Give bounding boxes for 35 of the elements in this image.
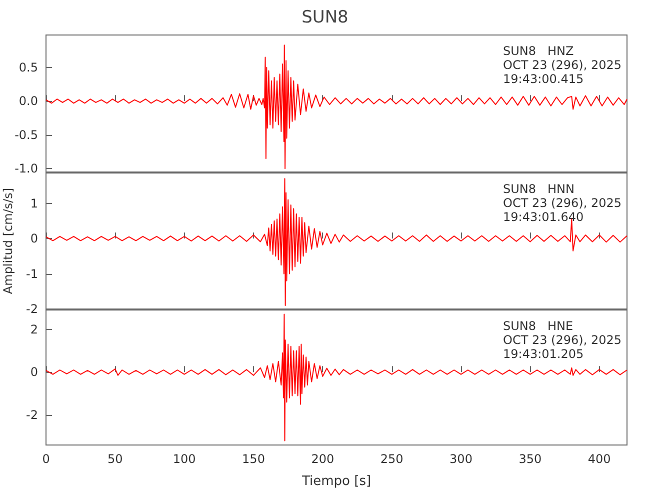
- annotation: 19:43:00.415: [503, 72, 584, 86]
- x-tick-label: 250: [380, 452, 404, 466]
- line-series: [46, 314, 628, 442]
- y-tick-label: 2: [30, 322, 38, 336]
- x-tick-label: 0: [42, 452, 50, 466]
- y-tick-label: 0: [30, 365, 38, 380]
- line-series: [46, 178, 628, 306]
- y-tick-label: -2: [26, 408, 38, 422]
- y-tick-label: -0.5: [14, 128, 38, 142]
- x-tick-label: 350: [518, 452, 542, 466]
- x-tick-label: 150: [242, 452, 265, 466]
- annotation: SUN8 HNN: [503, 182, 574, 196]
- annotation: SUN8 HNE: [503, 319, 574, 333]
- y-tick-label: -1.0: [14, 162, 38, 176]
- x-tick-label: 400: [588, 452, 611, 466]
- x-tick-label: 100: [172, 452, 196, 466]
- annotation: SUN8 HNZ: [503, 44, 574, 58]
- annotation: OCT 23 (296), 2025: [503, 333, 622, 347]
- annotation: OCT 23 (296), 2025: [503, 196, 622, 210]
- y-tick-label: -1: [26, 266, 38, 281]
- line-series: [46, 44, 628, 170]
- y-tick-label: 0.5: [18, 60, 38, 74]
- y-tick-label: 0.0: [18, 94, 38, 108]
- y-axis-title: Amplitud [cm/s/s]: [1, 188, 15, 294]
- annotation: 19:43:01.640: [503, 210, 584, 224]
- annotation: 19:43:01.205: [503, 347, 584, 361]
- chart-title: SUN8: [302, 8, 348, 28]
- y-tick-label: 0: [30, 232, 38, 246]
- annotation: OCT 23 (296), 2025: [503, 58, 622, 72]
- x-axis-title: Tiempo [s]: [300, 474, 372, 489]
- x-tick-label: 300: [450, 452, 472, 466]
- y-tick-label: -2: [26, 302, 38, 316]
- y-tick-label: 1: [30, 196, 38, 210]
- x-tick-label: 200: [311, 452, 334, 466]
- x-tick-label: 50: [108, 452, 123, 466]
